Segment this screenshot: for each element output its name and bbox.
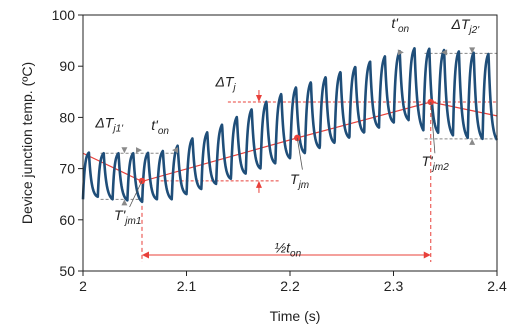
delta-tj-top-arrow	[255, 95, 262, 103]
annotation-label-6: ½ton	[274, 240, 301, 260]
junction-temperature-waveform	[81, 47, 499, 204]
x-tick-label-3: 2.2	[280, 278, 300, 294]
y-tick-label-5: 90	[59, 58, 75, 74]
y-tick-label-2: 60	[59, 212, 75, 228]
junction-temperature-layer	[81, 47, 499, 204]
axes-layer: 2 2.1 2.2 2.3 2.4 50 60 70 80 90 100	[52, 7, 507, 294]
half-ton-left-arrow	[141, 251, 149, 259]
delta-tj2-top-arrow	[469, 47, 476, 54]
x-tick-label-1: 2	[79, 278, 87, 294]
x-tick-label-4: 2.3	[384, 278, 404, 294]
annotation-label-4: ΔTj	[214, 74, 236, 94]
annotation-label-2: t'on	[151, 117, 169, 137]
tjm-pointer	[296, 137, 303, 170]
delta-tj1-bottom-arrow	[121, 199, 128, 206]
delta-tj2-bottom-arrow	[469, 138, 476, 145]
y-tick-label-4: 80	[59, 109, 75, 125]
half-ton-right-arrow	[423, 251, 431, 259]
annotation-label-8: ΔTj2'	[450, 16, 480, 36]
annotation-layer: ΔTj1' t'on T'jm1 ΔTj Tjm ½ton t'on ΔTj2' T'jm2	[94, 15, 480, 260]
annotation-label-9: T'jm2	[421, 153, 449, 173]
delta-tj-bottom-arrow	[255, 180, 262, 188]
tjm2-pointer	[430, 102, 436, 154]
annotation-label-1: ΔTj1'	[94, 115, 124, 135]
x-tick-label-5: 2.4	[487, 278, 507, 294]
ton2-right-arrow	[441, 49, 448, 56]
y-axis-label: Device junction temp. (ºC)	[19, 62, 35, 224]
x-tick-label-2: 2.1	[177, 278, 197, 294]
tjm1-pointer	[129, 180, 143, 208]
y-tick-label-1: 50	[59, 263, 75, 279]
y-tick-label-6: 100	[52, 7, 76, 23]
ton2-left-arrow	[397, 49, 404, 56]
ton-right-arrow	[172, 147, 179, 154]
delta-tj1-top-arrow	[121, 147, 128, 154]
y-tick-label-3: 70	[59, 161, 75, 177]
ton-left-arrow	[135, 147, 142, 154]
annotation-label-5: Tjm	[290, 171, 309, 191]
annotation-label-3: T'jm1	[114, 207, 141, 227]
x-axis-label: Time (s)	[270, 308, 321, 324]
annotation-label-7: t'on	[391, 15, 409, 35]
